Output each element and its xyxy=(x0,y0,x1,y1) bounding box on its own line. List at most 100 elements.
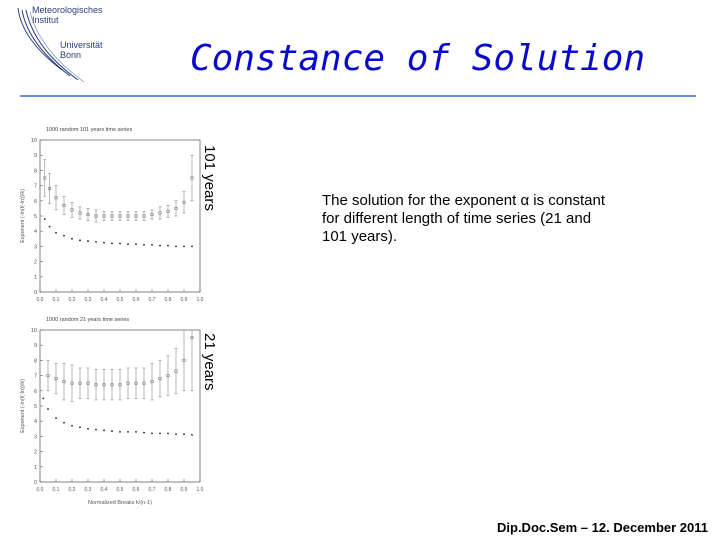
data-point-upper xyxy=(102,214,106,218)
x-tick-label: 0.1 xyxy=(53,487,60,493)
data-point-upper xyxy=(70,208,74,212)
data-point-lower xyxy=(47,408,49,410)
y-tick-label: 2 xyxy=(34,260,37,266)
y-tick-label: 8 xyxy=(34,168,37,174)
side-label-101-years: 101 years xyxy=(201,145,218,211)
x-tick-label: 0.3 xyxy=(85,297,92,303)
data-point-lower xyxy=(63,234,65,237)
data-point-lower xyxy=(48,225,51,228)
data-point-lower xyxy=(79,239,81,242)
y-tick-label: 5 xyxy=(34,404,37,410)
data-point-upper xyxy=(134,214,138,218)
data-point-upper xyxy=(54,196,58,200)
data-point-upper xyxy=(126,214,130,218)
data-point-lower xyxy=(135,243,137,246)
data-point-lower xyxy=(55,417,57,420)
data-point-lower xyxy=(111,430,113,432)
data-point-lower xyxy=(119,430,121,433)
plot-101-years: 1000 random 101 years time series 0 1 2 3 4 5 6… xyxy=(18,120,208,310)
y-tick-label: 9 xyxy=(34,343,37,349)
chart-title: 1000 random 101 years time series xyxy=(46,127,132,133)
data-point-upper xyxy=(86,213,90,216)
data-point-upper xyxy=(118,383,122,387)
data-point-upper xyxy=(174,369,178,373)
data-point-lower xyxy=(127,430,129,433)
logo-line-3: Universität xyxy=(60,40,103,50)
y-tick-label: 0 xyxy=(34,480,37,486)
y-tick-label: 5 xyxy=(34,214,37,220)
plot-21-years: 1000 random 21 years time series 0 1 2 3 4 5 6 7… xyxy=(18,310,208,515)
data-point-lower xyxy=(151,432,153,435)
data-point-lower xyxy=(191,245,193,248)
data-point-upper xyxy=(110,383,114,387)
data-point-upper xyxy=(190,176,194,180)
x-tick-label: 0.6 xyxy=(133,487,140,493)
data-point-upper xyxy=(62,380,66,384)
data-point-lower xyxy=(63,421,65,424)
data-point-lower xyxy=(167,244,169,247)
x-tick-label: 0.0 xyxy=(37,487,44,493)
university-logo: Meteorologisches Institut Universität Bo… xyxy=(0,0,130,90)
x-tick-label: 0.1 xyxy=(53,297,60,303)
data-point-upper xyxy=(46,374,50,378)
y-axis-label: Exponent (-ln(f(-ln))/k) xyxy=(20,379,26,433)
data-point-lower xyxy=(103,429,105,432)
data-point-lower xyxy=(127,243,129,246)
y-tick-label: 3 xyxy=(34,434,37,440)
plot-101-years-svg: 1000 random 101 years time series 0 1 2 3 4 5 6… xyxy=(20,127,204,303)
slide-footer: Dip.Doc.Sem – 12. December 2011 xyxy=(497,520,709,535)
data-point-lower xyxy=(87,427,89,430)
data-point-lower xyxy=(55,231,57,234)
data-point-lower xyxy=(175,245,177,248)
x-tick-label: 0.4 xyxy=(101,297,108,303)
y-tick-label: 7 xyxy=(34,184,37,190)
logo-line-4: Bonn xyxy=(60,50,82,60)
data-point-lower xyxy=(42,397,45,400)
data-point-upper xyxy=(174,206,178,210)
x-tick-label: 0.5 xyxy=(117,487,124,493)
y-tick-label: 6 xyxy=(34,199,37,205)
y-tick-label: 9 xyxy=(34,153,37,159)
y-tick-label: 4 xyxy=(34,229,37,235)
title-divider xyxy=(20,95,696,97)
logo-line-1: Meteorologisches xyxy=(32,5,103,15)
y-tick-label: 8 xyxy=(34,358,37,364)
data-point-lower xyxy=(183,433,185,436)
slide-title: Constance of Solution xyxy=(190,38,646,79)
data-point-lower xyxy=(159,244,161,247)
x-tick-label: 0.8 xyxy=(165,297,172,303)
data-point-upper xyxy=(86,381,90,385)
y-tick-label: 2 xyxy=(34,450,37,456)
data-point-upper xyxy=(110,214,114,218)
data-point-lower xyxy=(143,431,145,434)
x-tick-label: 1.0 xyxy=(197,487,204,493)
data-point-upper xyxy=(158,211,162,215)
data-point-lower xyxy=(87,240,89,242)
y-tick-label: 0 xyxy=(34,290,37,296)
data-point-upper xyxy=(118,214,122,218)
data-point-lower xyxy=(135,430,137,433)
data-point-lower xyxy=(95,428,97,431)
chart-title: 1000 random 21 years time series xyxy=(46,317,129,323)
data-point-upper xyxy=(158,377,162,381)
x-tick-label: 0.3 xyxy=(85,487,92,493)
data-point-upper xyxy=(150,380,154,384)
y-tick-label: 3 xyxy=(34,244,37,250)
logo-swoosh-icon xyxy=(17,7,85,83)
y-tick-label: 4 xyxy=(34,419,37,425)
y-tick-label: 6 xyxy=(34,389,37,395)
slide-description: The solution for the exponent α is const… xyxy=(322,192,606,245)
x-axis-label: Normalized Breaks k/(n-1) xyxy=(88,500,152,506)
data-point-upper xyxy=(94,214,98,218)
data-point-upper xyxy=(102,383,106,387)
data-point-lower xyxy=(103,241,105,244)
y-tick-label: 1 xyxy=(34,275,37,281)
data-point-lower xyxy=(79,426,81,429)
data-point-upper xyxy=(62,203,66,207)
x-tick-label: 0.2 xyxy=(69,297,76,303)
data-point-lower xyxy=(143,243,145,246)
data-point-upper xyxy=(78,211,82,215)
data-point-upper xyxy=(126,381,130,385)
data-point-upper xyxy=(43,176,47,180)
data-point-upper xyxy=(182,200,186,204)
